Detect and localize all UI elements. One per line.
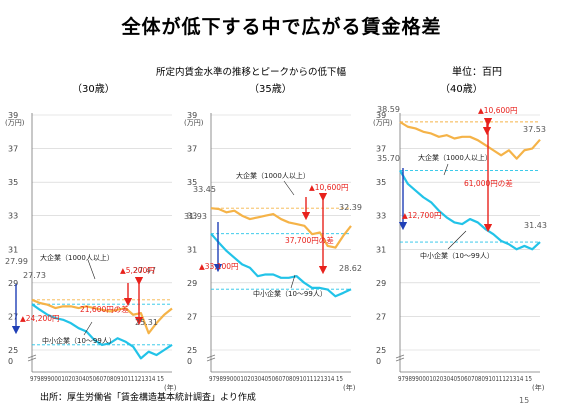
- y-tick-label: 27: [8, 312, 18, 321]
- large-firm-leader: [443, 163, 449, 176]
- y-zero-label: 0: [8, 357, 13, 366]
- large-start-value: 33.45: [193, 185, 216, 194]
- x-unit-label: (年): [164, 383, 177, 392]
- large-start-value: 27.99: [5, 257, 28, 266]
- small-firm-line: [31, 303, 173, 360]
- unit-label: 単位：百円: [452, 67, 502, 78]
- large-peak-drop-label: ▲5,200円: [120, 266, 155, 275]
- y-tick-label: 31: [187, 245, 197, 254]
- y-tick-label: 35: [187, 178, 197, 187]
- large-end-value: 37.53: [523, 125, 546, 134]
- small-firm-leader: [83, 321, 93, 336]
- large-end-value: 27.47: [133, 266, 156, 275]
- y-tick-label: 37: [187, 145, 197, 154]
- y-tick-label: 39: [8, 111, 18, 120]
- large-peak-drop-label: ▲10,600円: [309, 183, 349, 192]
- y-tick-label: 29: [376, 279, 386, 288]
- small-end-value: 31.43: [524, 221, 547, 230]
- x-tick-labels: 979899000102030405060708091011121314 15: [209, 375, 343, 383]
- x-unit-label: (年): [343, 383, 356, 392]
- axis-break: [206, 357, 216, 362]
- large-firm-line: [399, 120, 541, 160]
- panel-label-40: （40歳）: [440, 84, 483, 95]
- small-start-value: 35.70: [377, 154, 400, 163]
- y-unit-label: (万円): [5, 119, 25, 127]
- y-tick-label: 37: [8, 145, 18, 154]
- y-tick-label: 25: [187, 346, 197, 355]
- small-firm-line: [210, 232, 352, 298]
- axis-break: [395, 354, 405, 359]
- y-tick-label: 29: [187, 279, 197, 288]
- large-end-value: 32.39: [339, 203, 362, 212]
- small-start-value: 27.73: [23, 271, 46, 280]
- small-peak-drop-label: ▲12,700円: [402, 211, 442, 220]
- y-tick-label: 37: [376, 145, 386, 154]
- small-peak-drop-label: ▲33,100円: [199, 262, 239, 271]
- small-firm-leader: [447, 230, 467, 250]
- chart-panel-30: 25 27 29 31 33 35 37 39(万円) 0 9798990001020304050…: [5, 111, 177, 392]
- y-tick-label: 27: [187, 312, 197, 321]
- large-start-value: 38.59: [377, 105, 400, 114]
- large-firm-line: [210, 207, 352, 249]
- large-firm-leader: [283, 180, 295, 196]
- y-tick-label: 33: [187, 212, 197, 221]
- small-firm-label: 中小企業（10～99人）: [420, 251, 494, 260]
- small-start-value: 31.93: [184, 212, 207, 221]
- source-note: 出所：厚生労働省「賃金構造基本統計調査」より作成: [40, 393, 256, 403]
- chart-panel-40: 25 27 29 31 33 35 37 39(万円) 0 9798990001020304050…: [373, 105, 547, 392]
- y-unit-label: (万円): [184, 119, 204, 127]
- y-tick-label: 31: [376, 245, 386, 254]
- small-peak-drop-label: ▲24,200円: [20, 314, 60, 323]
- y-tick-label: 35: [376, 178, 386, 187]
- chart-panel-35: 25 27 29 31 33 35 37 39(万円) 0 9798990001020304050…: [184, 111, 362, 392]
- small-end-value: 25.31: [135, 318, 158, 327]
- y-tick-label: 39: [187, 111, 197, 120]
- y-tick-label: 33: [8, 212, 18, 221]
- y-tick-label: 35: [8, 178, 18, 187]
- small-firm-leader: [290, 274, 296, 289]
- y-tick-label: 33: [376, 212, 386, 221]
- y-tick-label: 39: [376, 111, 386, 120]
- panel-label-30: （30歳）: [72, 84, 115, 95]
- y-tick-label: 29: [8, 279, 18, 288]
- panel-label-35: （35歳）: [249, 84, 292, 95]
- y-zero-label: 0: [376, 357, 381, 366]
- gap-label: 21,600円の差: [80, 304, 129, 314]
- small-firm-label: 中小企業（10～99人）: [42, 336, 116, 345]
- small-firm-label: 中小企業（10～99人）: [253, 289, 327, 298]
- small-end-value: 28.62: [339, 264, 362, 273]
- large-firm-label: 大企業（1000人以上）: [40, 253, 114, 262]
- page-number: 15: [519, 396, 530, 405]
- page-title: 全体が低下する中で広がる賃金格差: [121, 16, 442, 38]
- small-firm-line: [399, 169, 541, 251]
- y-unit-label: (万円): [373, 119, 393, 127]
- large-firm-label: 大企業（1000人以上）: [418, 153, 492, 162]
- y-tick-label: 27: [376, 312, 386, 321]
- large-peak-drop-label: ▲10,600円: [478, 106, 518, 115]
- axis-break: [27, 354, 37, 359]
- axis-break: [27, 357, 37, 362]
- y-tick-label: 25: [376, 346, 386, 355]
- large-firm-line: [31, 298, 173, 335]
- large-firm-leader: [87, 259, 96, 280]
- large-firm-label: 大企業（1000人以上）: [236, 171, 310, 180]
- y-tick-label: 25: [8, 346, 18, 355]
- axis-break: [206, 354, 216, 359]
- y-tick-label: 31: [8, 245, 18, 254]
- gap-label: 61,000円の差: [464, 178, 513, 188]
- x-tick-labels: 979899000102030405060708091011121314 15: [30, 375, 164, 383]
- chart-subtitle: 所定内賃金水準の推移とピークからの低下幅: [156, 67, 347, 78]
- gap-label: 37,700円の差: [285, 235, 334, 245]
- x-unit-label: (年): [532, 383, 545, 392]
- x-tick-labels: 979899000102030405060708091011121314 15: [398, 375, 532, 383]
- axis-break: [395, 357, 405, 362]
- y-zero-label: 0: [187, 357, 192, 366]
